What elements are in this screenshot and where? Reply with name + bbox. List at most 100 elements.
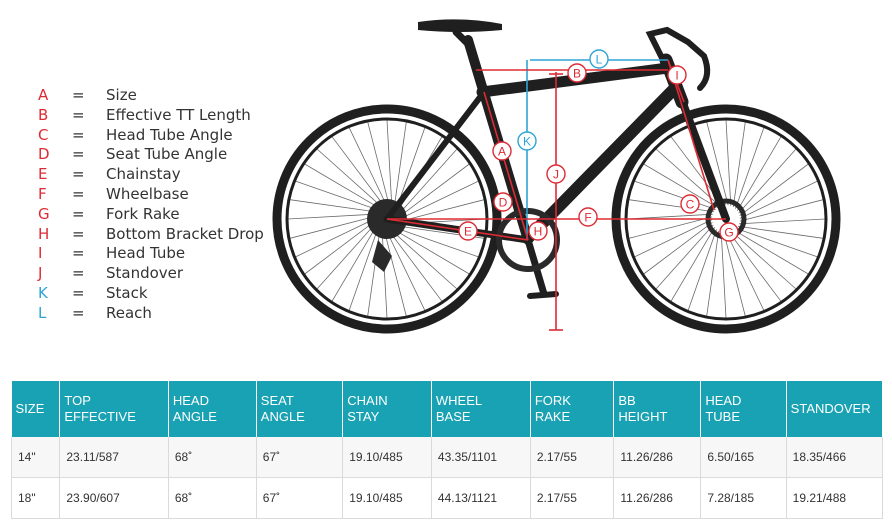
column-header: HEAD ANGLE — [168, 381, 257, 437]
table-cell: 68˚ — [168, 477, 257, 519]
label-j-marker: J — [546, 164, 566, 184]
chainring — [496, 208, 560, 272]
spoke — [316, 224, 375, 290]
spoke — [643, 221, 713, 275]
spoke — [384, 232, 407, 317]
label-e-marker: E — [458, 221, 478, 241]
legend-letter: J — [38, 264, 43, 283]
legend-row-a: A = Size — [36, 86, 264, 106]
label-c-marker: C — [680, 194, 700, 214]
spoke — [348, 127, 387, 206]
spoke — [287, 213, 374, 220]
table-cell: 14" — [10, 437, 61, 478]
svg-text:I: I — [675, 69, 678, 83]
spoke — [736, 228, 818, 258]
svg-text:B: B — [573, 67, 581, 81]
label-k-marker: K — [517, 131, 537, 151]
legend-letter: I — [38, 244, 43, 263]
spoke — [735, 127, 765, 209]
legend-row-e: E = Chainstay — [36, 165, 264, 185]
column-header-line: BB — [618, 393, 636, 408]
spoke — [295, 219, 374, 258]
label-b-marker: B — [567, 63, 587, 83]
spoke — [400, 163, 470, 217]
column-header-line: HEAD — [172, 393, 209, 408]
spoke — [725, 119, 732, 206]
svg-text:L: L — [596, 53, 603, 67]
column-header: CHAIN STAY — [342, 381, 432, 437]
spoke — [739, 199, 824, 222]
table-row: 18" 23.90/607 68˚ 67˚ 19.10/485 44.13/1121 2.1… — [10, 477, 884, 519]
spoke — [381, 232, 388, 319]
spoke — [387, 232, 426, 311]
spoke — [392, 231, 458, 290]
svg-text:A: A — [498, 145, 506, 159]
table-cell: 18" — [10, 477, 61, 519]
label-g-marker: G — [719, 222, 739, 242]
table-cell: 11.26/286 — [613, 477, 702, 519]
svg-text:C: C — [686, 198, 695, 212]
table-cell: 2.17/55 — [530, 437, 615, 478]
spoke — [738, 148, 797, 214]
column-header-line: STANDOVER — [790, 401, 871, 416]
legend-row-l: L = Reach — [36, 304, 264, 324]
geometry-legend: A = Size B = Effective TT Length C = Head Tube A… — [36, 86, 264, 324]
legend-description: Seat Tube Angle — [106, 145, 228, 164]
column-header-line: SIZE — [15, 401, 45, 416]
label-l-marker: L — [589, 49, 609, 69]
spoke — [734, 229, 809, 275]
saddle — [418, 19, 502, 32]
legend-equals: = — [72, 283, 85, 302]
svg-text:F: F — [584, 211, 591, 225]
svg-text:E: E — [464, 225, 472, 239]
legend-description: Wheelbase — [106, 184, 189, 203]
legend-description: Bottom Bracket Drop — [106, 224, 264, 243]
seat-post — [452, 28, 474, 50]
spoke — [731, 231, 797, 290]
spoke — [726, 232, 765, 311]
spoke — [304, 221, 374, 275]
spoke — [389, 232, 443, 302]
legend-letter: K — [38, 283, 48, 302]
spoke — [331, 227, 377, 302]
legend-letter: D — [38, 145, 50, 164]
spoke — [316, 148, 382, 207]
legend-letter: F — [38, 184, 47, 203]
spoke — [628, 199, 715, 213]
spoke — [728, 232, 782, 302]
column-header-line: HEAD — [705, 393, 742, 408]
spoke — [367, 121, 390, 206]
label-i-marker: I — [667, 65, 687, 85]
legend-description: Size — [106, 86, 137, 104]
label-d-marker: D — [493, 192, 513, 212]
legend-row-d: D = Seat Tube Angle — [36, 145, 264, 165]
legend-letter: H — [38, 224, 50, 243]
spoke — [393, 121, 407, 208]
label-f-marker: F — [578, 207, 598, 227]
spoke — [706, 230, 720, 317]
legend-equals: = — [72, 105, 85, 124]
legend-row-f: F = Wheelbase — [36, 185, 264, 205]
legend-equals: = — [72, 145, 85, 164]
table-row: 14" 23.11/587 68˚ 67˚ 19.10/485 43.35/1101 2.1… — [10, 437, 884, 478]
spoke — [687, 229, 717, 311]
spoke — [736, 136, 782, 211]
legend-equals: = — [72, 264, 85, 283]
seat-stay — [384, 89, 487, 222]
spoke — [295, 180, 377, 210]
column-header-line: ANGLE — [260, 409, 305, 424]
svg-text:J: J — [553, 168, 559, 182]
spoke — [399, 148, 458, 214]
spoke — [634, 180, 716, 210]
column-header: TOP EFFECTIVE — [59, 381, 169, 437]
table-cell: 7.28/185 — [700, 477, 787, 519]
measurement-lines — [386, 59, 726, 331]
column-header: BB HEIGHT — [613, 381, 702, 437]
column-header-line: HEIGHT — [618, 409, 668, 424]
column-header-line: EFFECTIVE — [64, 409, 136, 424]
spoke — [670, 227, 716, 302]
spoke — [655, 224, 714, 290]
line-size-a — [483, 91, 529, 241]
spoke — [400, 180, 479, 219]
spoke — [289, 216, 374, 239]
